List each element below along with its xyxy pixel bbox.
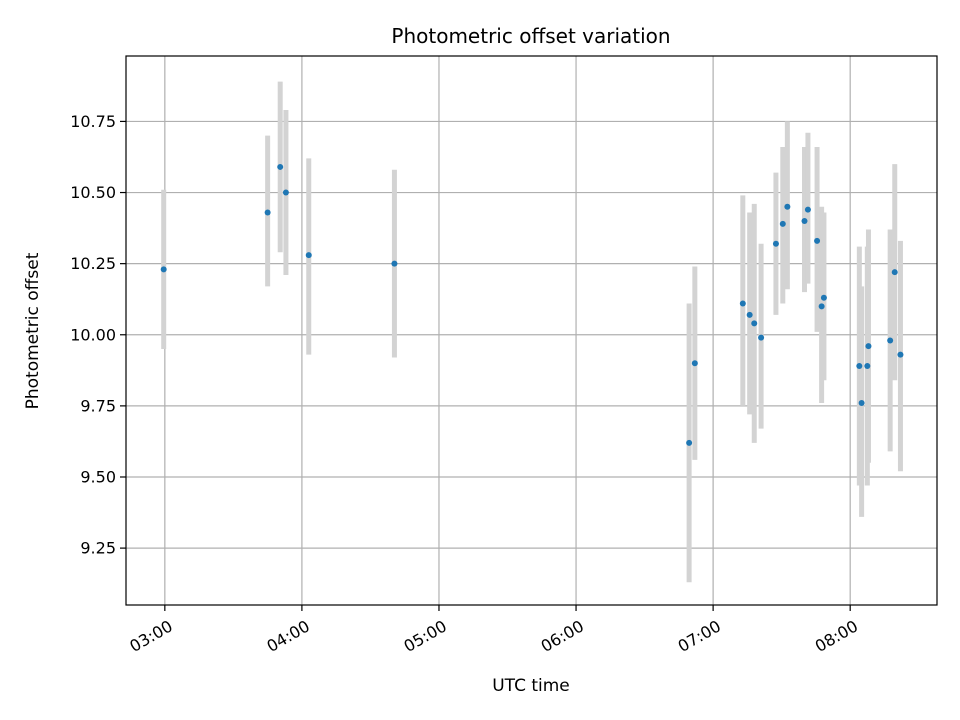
x-tick-label: 04:00 <box>263 616 312 656</box>
data-point <box>784 203 791 210</box>
x-tick-label: 05:00 <box>401 616 450 656</box>
x-tick-label: 07:00 <box>675 616 724 656</box>
data-point <box>887 337 894 344</box>
error-bars <box>161 81 903 583</box>
y-tick-label: 9.25 <box>80 539 116 558</box>
y-tick-label: 9.75 <box>80 396 116 415</box>
y-axis-ticks: 9.25 9.50 9.75 10.00 10.25 10.50 10.75 <box>70 112 126 558</box>
data-point <box>751 320 758 327</box>
data-point <box>746 311 753 318</box>
data-point <box>801 217 808 224</box>
data-point <box>814 237 821 244</box>
y-tick-label: 10.25 <box>70 254 116 273</box>
data-point <box>277 163 284 170</box>
y-tick-label: 10.00 <box>70 325 116 344</box>
data-point <box>160 266 167 273</box>
x-tick-label: 06:00 <box>538 616 587 656</box>
data-point <box>779 220 786 227</box>
data-point <box>865 343 872 350</box>
data-point <box>282 189 289 196</box>
data-point <box>739 300 746 307</box>
x-axis-ticks: 03:00 04:00 05:00 06:00 07:00 08:00 <box>126 605 861 656</box>
plot-area-frame <box>125 55 938 606</box>
x-tick-label: 08:00 <box>812 616 861 656</box>
data-points <box>160 163 904 446</box>
data-point <box>264 209 271 216</box>
data-point <box>391 260 398 267</box>
data-point <box>856 363 863 370</box>
grid-lines <box>126 56 937 605</box>
y-tick-label: 10.75 <box>70 112 116 131</box>
data-point <box>864 363 871 370</box>
y-axis-title: Photometric offset <box>23 252 43 409</box>
data-point <box>897 351 904 358</box>
y-tick-label: 9.50 <box>80 467 116 486</box>
data-point <box>858 400 865 407</box>
x-tick-label: 03:00 <box>126 616 175 656</box>
y-tick-label: 10.50 <box>70 183 116 202</box>
data-point <box>804 206 811 213</box>
data-point <box>818 303 825 310</box>
chart-title: Photometric offset variation <box>391 24 670 48</box>
data-point <box>772 240 779 247</box>
data-point <box>686 439 693 446</box>
data-point <box>891 269 898 276</box>
data-point <box>758 334 765 341</box>
data-point <box>820 294 827 301</box>
data-point <box>305 252 312 259</box>
x-axis-title: UTC time <box>492 676 570 696</box>
data-point <box>691 360 698 367</box>
